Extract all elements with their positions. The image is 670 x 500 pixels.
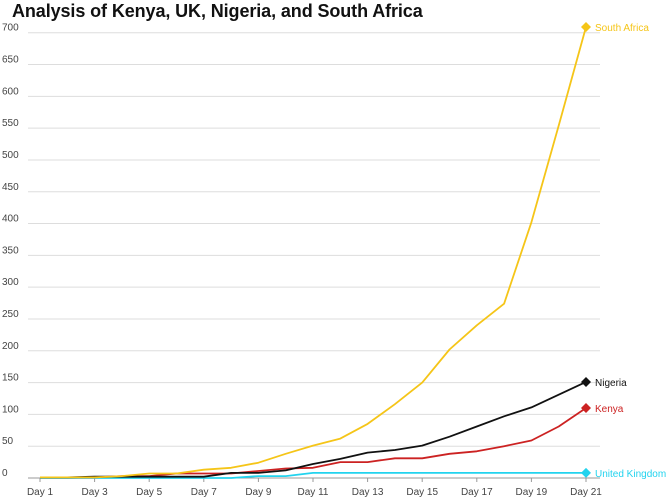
y-tick-label-150: 150 <box>2 373 19 384</box>
series-lines <box>40 26 587 479</box>
series-line-south-africa <box>40 26 587 479</box>
x-tick-label-11: Day 11 <box>298 487 329 498</box>
series-label-nigeria: Nigeria <box>595 378 627 389</box>
end-marker-united-kingdom <box>581 467 591 478</box>
y-tick-label-400: 400 <box>2 214 19 225</box>
series-line-kenya <box>40 407 587 479</box>
y-tick-label-50: 50 <box>2 436 14 447</box>
series-line-united-kingdom <box>40 471 586 479</box>
end-marker-south-africa <box>581 21 591 32</box>
y-tick-label-450: 450 <box>2 182 19 193</box>
y-tick-label-500: 500 <box>2 150 19 161</box>
y-tick-label-600: 600 <box>2 86 19 97</box>
series-end-labels: United Kingdom Kenya Nigeria South Africa <box>595 23 666 480</box>
x-tick-label-21: Day 21 <box>570 487 602 498</box>
x-tick-label-17: Day 17 <box>461 487 493 498</box>
gridlines <box>28 32 600 479</box>
end-marker-kenya <box>581 403 591 414</box>
y-axis-tick-labels: 0 50 100 150 200 250 300 350 400 450 500 550 600 650 7… <box>2 23 19 479</box>
x-tick-label-1: Day 1 <box>27 487 54 498</box>
series-label-united-kingdom: United Kingdom <box>595 469 666 480</box>
x-tick-label-7: Day 7 <box>191 487 218 498</box>
x-tick-label-3: Day 3 <box>82 487 109 498</box>
series-label-kenya: Kenya <box>595 404 624 415</box>
x-tick-label-15: Day 15 <box>406 487 438 498</box>
x-tick-label-9: Day 9 <box>245 487 272 498</box>
x-axis: Day 1 Day 3 Day 5 Day 7 Day 9 Day 11 Day 13 Day… <box>27 478 602 498</box>
end-marker-nigeria <box>581 376 591 387</box>
y-tick-label-300: 300 <box>2 277 19 288</box>
x-tick-label-5: Day 5 <box>136 487 163 498</box>
y-tick-label-550: 550 <box>2 118 19 129</box>
chart-title: Analysis of Kenya, UK, Nigeria, and Sout… <box>12 1 423 21</box>
series-line-nigeria <box>40 381 587 479</box>
x-tick-label-13: Day 13 <box>352 487 384 498</box>
y-tick-label-650: 650 <box>2 55 19 66</box>
x-tick-label-19: Day 19 <box>516 487 548 498</box>
y-tick-label-350: 350 <box>2 245 19 256</box>
y-tick-label-250: 250 <box>2 309 19 320</box>
y-tick-label-100: 100 <box>2 404 19 415</box>
y-tick-label-200: 200 <box>2 341 19 352</box>
y-tick-label-0: 0 <box>2 468 8 479</box>
y-tick-label-700: 700 <box>2 23 19 34</box>
series-end-markers <box>581 21 591 478</box>
series-label-south-africa: South Africa <box>595 23 649 34</box>
